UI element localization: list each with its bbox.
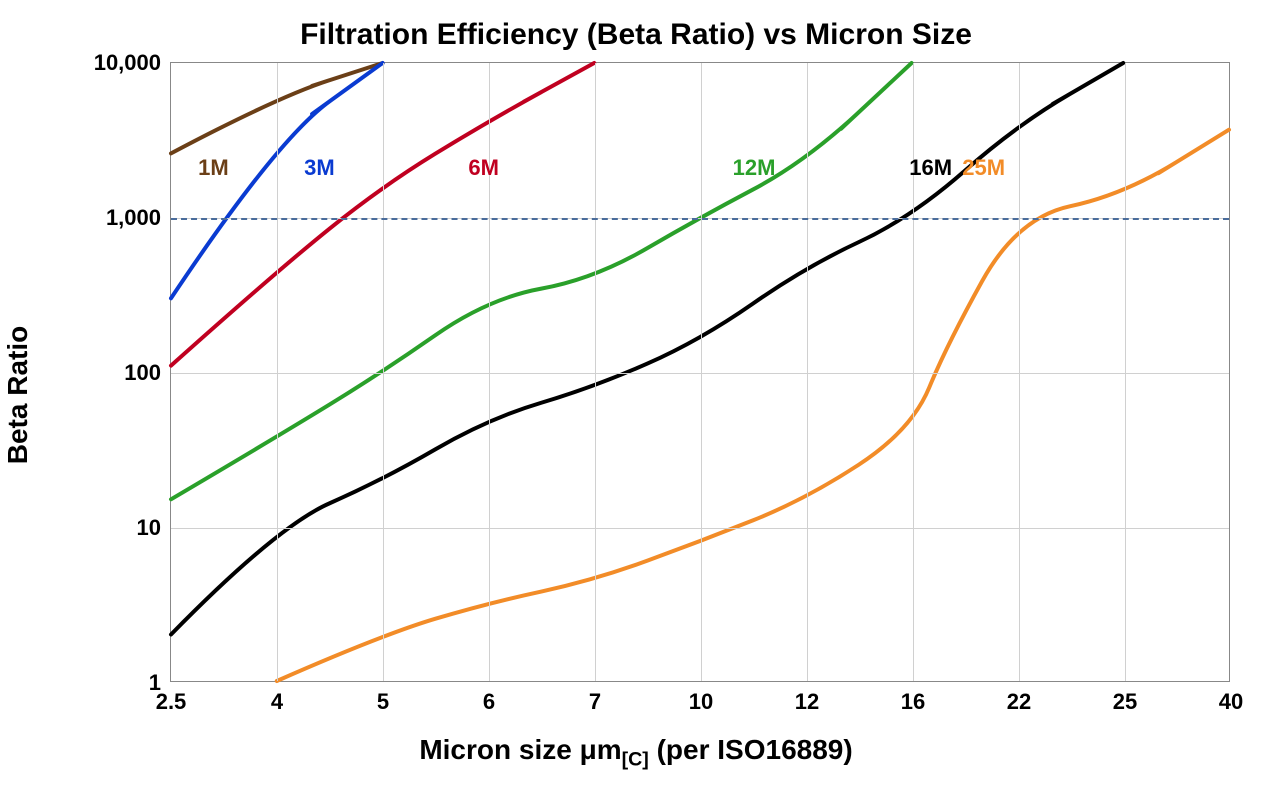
chart-title: Filtration Efficiency (Beta Ratio) vs Mi…	[0, 18, 1272, 52]
gridline-v	[383, 63, 384, 681]
x-tick-label: 16	[901, 681, 925, 715]
y-tick-label: 10	[137, 515, 171, 541]
gridline-v	[1125, 63, 1126, 681]
y-tick-label: 10,000	[94, 50, 171, 76]
x-axis-label: Micron size μm[C] (per ISO16889)	[0, 734, 1272, 772]
x-tick-label: 10	[689, 681, 713, 715]
series-line-12M	[171, 63, 912, 499]
reference-line	[171, 218, 1229, 220]
x-tick-label: 25	[1113, 681, 1137, 715]
gridline-v	[1019, 63, 1020, 681]
x-tick-label: 5	[377, 681, 389, 715]
gridline-v	[807, 63, 808, 681]
series-line-25M	[277, 130, 1229, 681]
x-axis-label-suffix: (per ISO16889)	[649, 734, 853, 765]
y-tick-label: 1	[149, 670, 171, 696]
series-label-25M: 25M	[962, 155, 1005, 181]
gridline-v	[701, 63, 702, 681]
x-axis-label-main: Micron size μm	[419, 734, 621, 765]
series-label-12M: 12M	[733, 155, 776, 181]
x-tick-label: 4	[271, 681, 283, 715]
y-tick-label: 1,000	[106, 205, 171, 231]
x-tick-label: 7	[589, 681, 601, 715]
series-label-16M: 16M	[909, 155, 952, 181]
series-label-6M: 6M	[468, 155, 499, 181]
gridline-h	[171, 373, 1229, 374]
series-label-3M: 3M	[304, 155, 335, 181]
x-tick-label: 12	[795, 681, 819, 715]
series-label-1M: 1M	[198, 155, 229, 181]
gridline-v	[277, 63, 278, 681]
gridline-v	[595, 63, 596, 681]
x-tick-label: 40	[1219, 681, 1243, 715]
y-tick-label: 100	[124, 360, 171, 386]
x-tick-label: 22	[1007, 681, 1031, 715]
x-tick-label: 6	[483, 681, 495, 715]
series-line-16M	[171, 63, 1123, 634]
plot-area: 2.545671012162225401101001,00010,0001M3M…	[170, 62, 1230, 682]
gridline-h	[171, 528, 1229, 529]
y-axis-label: Beta Ratio	[2, 326, 34, 464]
x-axis-label-sub: [C]	[622, 749, 649, 771]
